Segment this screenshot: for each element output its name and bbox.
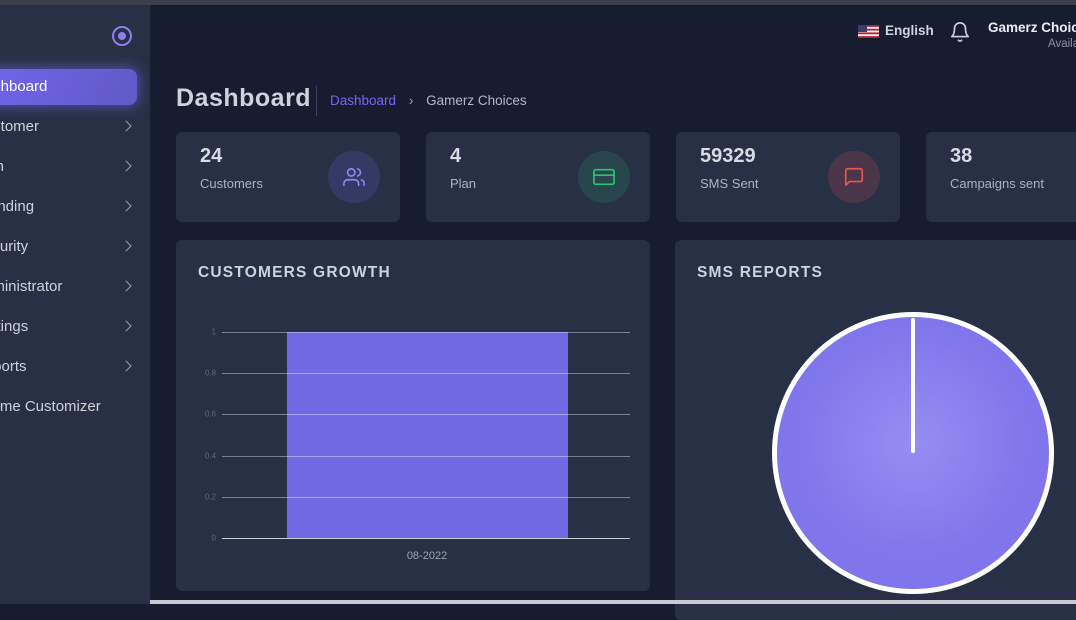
stat-value: 59329: [700, 145, 756, 167]
gridline: [222, 332, 630, 333]
sidebar-item-customer[interactable]: Customer: [0, 107, 150, 147]
users-icon: [328, 151, 380, 203]
y-tick-label: 0.2: [204, 492, 216, 502]
page-title: Dashboard: [176, 84, 312, 112]
credit-card-icon: [578, 151, 630, 203]
stat-card-customers: 24 Customers: [176, 132, 400, 222]
stat-card-campaigns-sent: 38 Campaigns sent: [926, 132, 1076, 222]
chart-title: CUSTOMERS GROWTH: [198, 264, 391, 281]
y-tick-label: 0.4: [204, 451, 216, 461]
customers-growth-card: CUSTOMERS GROWTH 1 0.8 0.6 0.4 0.2 0 08-…: [176, 240, 650, 591]
sidebar-item-label: Customer: [0, 118, 40, 135]
pie-slice-divider: [911, 318, 915, 453]
sidebar-item-label: Settings: [0, 318, 29, 335]
stat-card-plan: 4 Plan: [426, 132, 650, 222]
stat-label: SMS Sent: [700, 176, 759, 191]
sidebar-item-settings[interactable]: Settings: [0, 307, 150, 347]
chart-title: SMS REPORTS: [697, 264, 824, 281]
stat-label: Customers: [200, 176, 263, 191]
sidebar-item-label: Theme Customizer: [0, 398, 101, 415]
stat-value: 24: [200, 145, 223, 167]
sidebar-item-plan[interactable]: Plan: [0, 147, 150, 187]
breadcrumb-separator-icon: ›: [408, 93, 414, 108]
sidebar-item-security[interactable]: Security: [0, 227, 150, 267]
stat-value: 38: [950, 145, 973, 167]
sidebar-item-label: Administrator: [0, 278, 63, 295]
breadcrumb-current: Gamerz Choices: [426, 93, 527, 108]
breadcrumb: Dashboard › Gamerz Choices: [330, 93, 527, 108]
window-top-edge: [0, 0, 1076, 5]
sidebar-item-administrator[interactable]: Administrator: [0, 267, 150, 307]
message-square-icon: [828, 151, 880, 203]
stat-label: Plan: [450, 176, 477, 191]
y-tick-label: 0.6: [204, 409, 216, 419]
sms-reports-card: SMS REPORTS: [675, 240, 1076, 620]
us-flag-icon[interactable]: [858, 25, 879, 38]
sidebar-item-label: Dashboard: [0, 78, 48, 95]
horizontal-scrollbar[interactable]: [150, 600, 1076, 604]
sidebar-item-reports[interactable]: Reports: [0, 347, 150, 387]
y-tick-label: 1: [211, 327, 216, 337]
sidebar-item-label: Plan: [0, 147, 150, 187]
breadcrumb-link-dashboard[interactable]: Dashboard: [330, 93, 397, 108]
bar-chart-plot: 1 0.8 0.6 0.4 0.2 0: [205, 328, 630, 543]
sidebar-item-label: Branding: [0, 198, 35, 215]
language-selector[interactable]: English: [885, 23, 934, 38]
breadcrumb-divider: [316, 86, 317, 116]
stat-card-sms-sent: 59329 SMS Sent: [676, 132, 900, 222]
sidebar-menu: Dashboard Customer Plan Branding Securit…: [0, 67, 150, 427]
sidebar: Dashboard Customer Plan Branding Securit…: [0, 0, 150, 604]
sidebar-item-label: Security: [0, 238, 29, 255]
gridline: [222, 456, 630, 457]
x-axis-category-label: 08-2022: [406, 550, 448, 562]
gridline: [222, 497, 630, 498]
growth-bar: [287, 332, 568, 538]
y-tick-label: 0: [211, 533, 216, 543]
sidebar-item-dashboard[interactable]: Dashboard: [0, 67, 150, 107]
stat-label: Campaigns sent: [950, 176, 1044, 191]
user-status: Available: [1048, 38, 1076, 50]
sidebar-item-label: Reports: [0, 358, 27, 375]
sidebar-toggle-circle-dot-icon[interactable]: [112, 26, 132, 46]
stat-value: 4: [450, 145, 462, 167]
gridline: [222, 373, 630, 374]
sidebar-item-branding[interactable]: Branding: [0, 187, 150, 227]
x-axis-line: [222, 538, 630, 539]
user-menu[interactable]: Gamerz Choices: [988, 20, 1076, 35]
bell-icon[interactable]: [949, 21, 971, 43]
sidebar-item-theme-customizer[interactable]: Theme Customizer: [0, 387, 150, 427]
gridline: [222, 414, 630, 415]
y-tick-label: 0.8: [204, 368, 216, 378]
